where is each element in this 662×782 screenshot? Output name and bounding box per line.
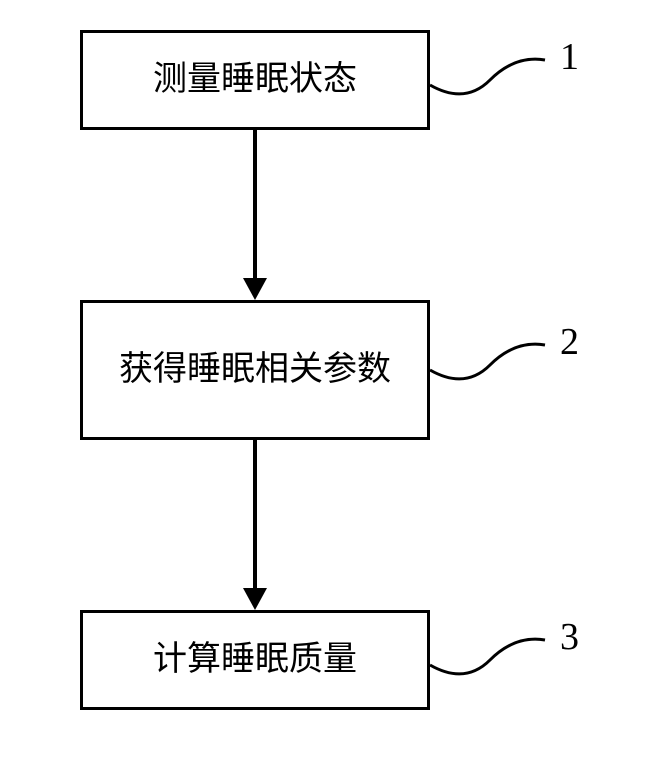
label-3: 3 xyxy=(560,615,579,659)
label-1: 1 xyxy=(560,35,579,79)
connector-curve-1 xyxy=(430,55,550,115)
arrow-1-line xyxy=(253,130,257,278)
arrow-2-line xyxy=(253,440,257,588)
box-2-text: 获得睡眠相关参数 xyxy=(119,346,391,394)
flowchart-box-3: 计算睡眠质量 xyxy=(80,610,430,710)
arrow-1-head xyxy=(243,278,267,300)
arrow-2-head xyxy=(243,588,267,610)
label-2: 2 xyxy=(560,320,579,364)
flowchart-box-1: 测量睡眠状态 xyxy=(80,30,430,130)
flowchart-box-2: 获得睡眠相关参数 xyxy=(80,300,430,440)
box-1-text: 测量睡眠状态 xyxy=(153,56,357,104)
connector-curve-3 xyxy=(430,635,550,695)
box-3-text: 计算睡眠质量 xyxy=(153,636,357,684)
connector-curve-2 xyxy=(430,340,550,400)
